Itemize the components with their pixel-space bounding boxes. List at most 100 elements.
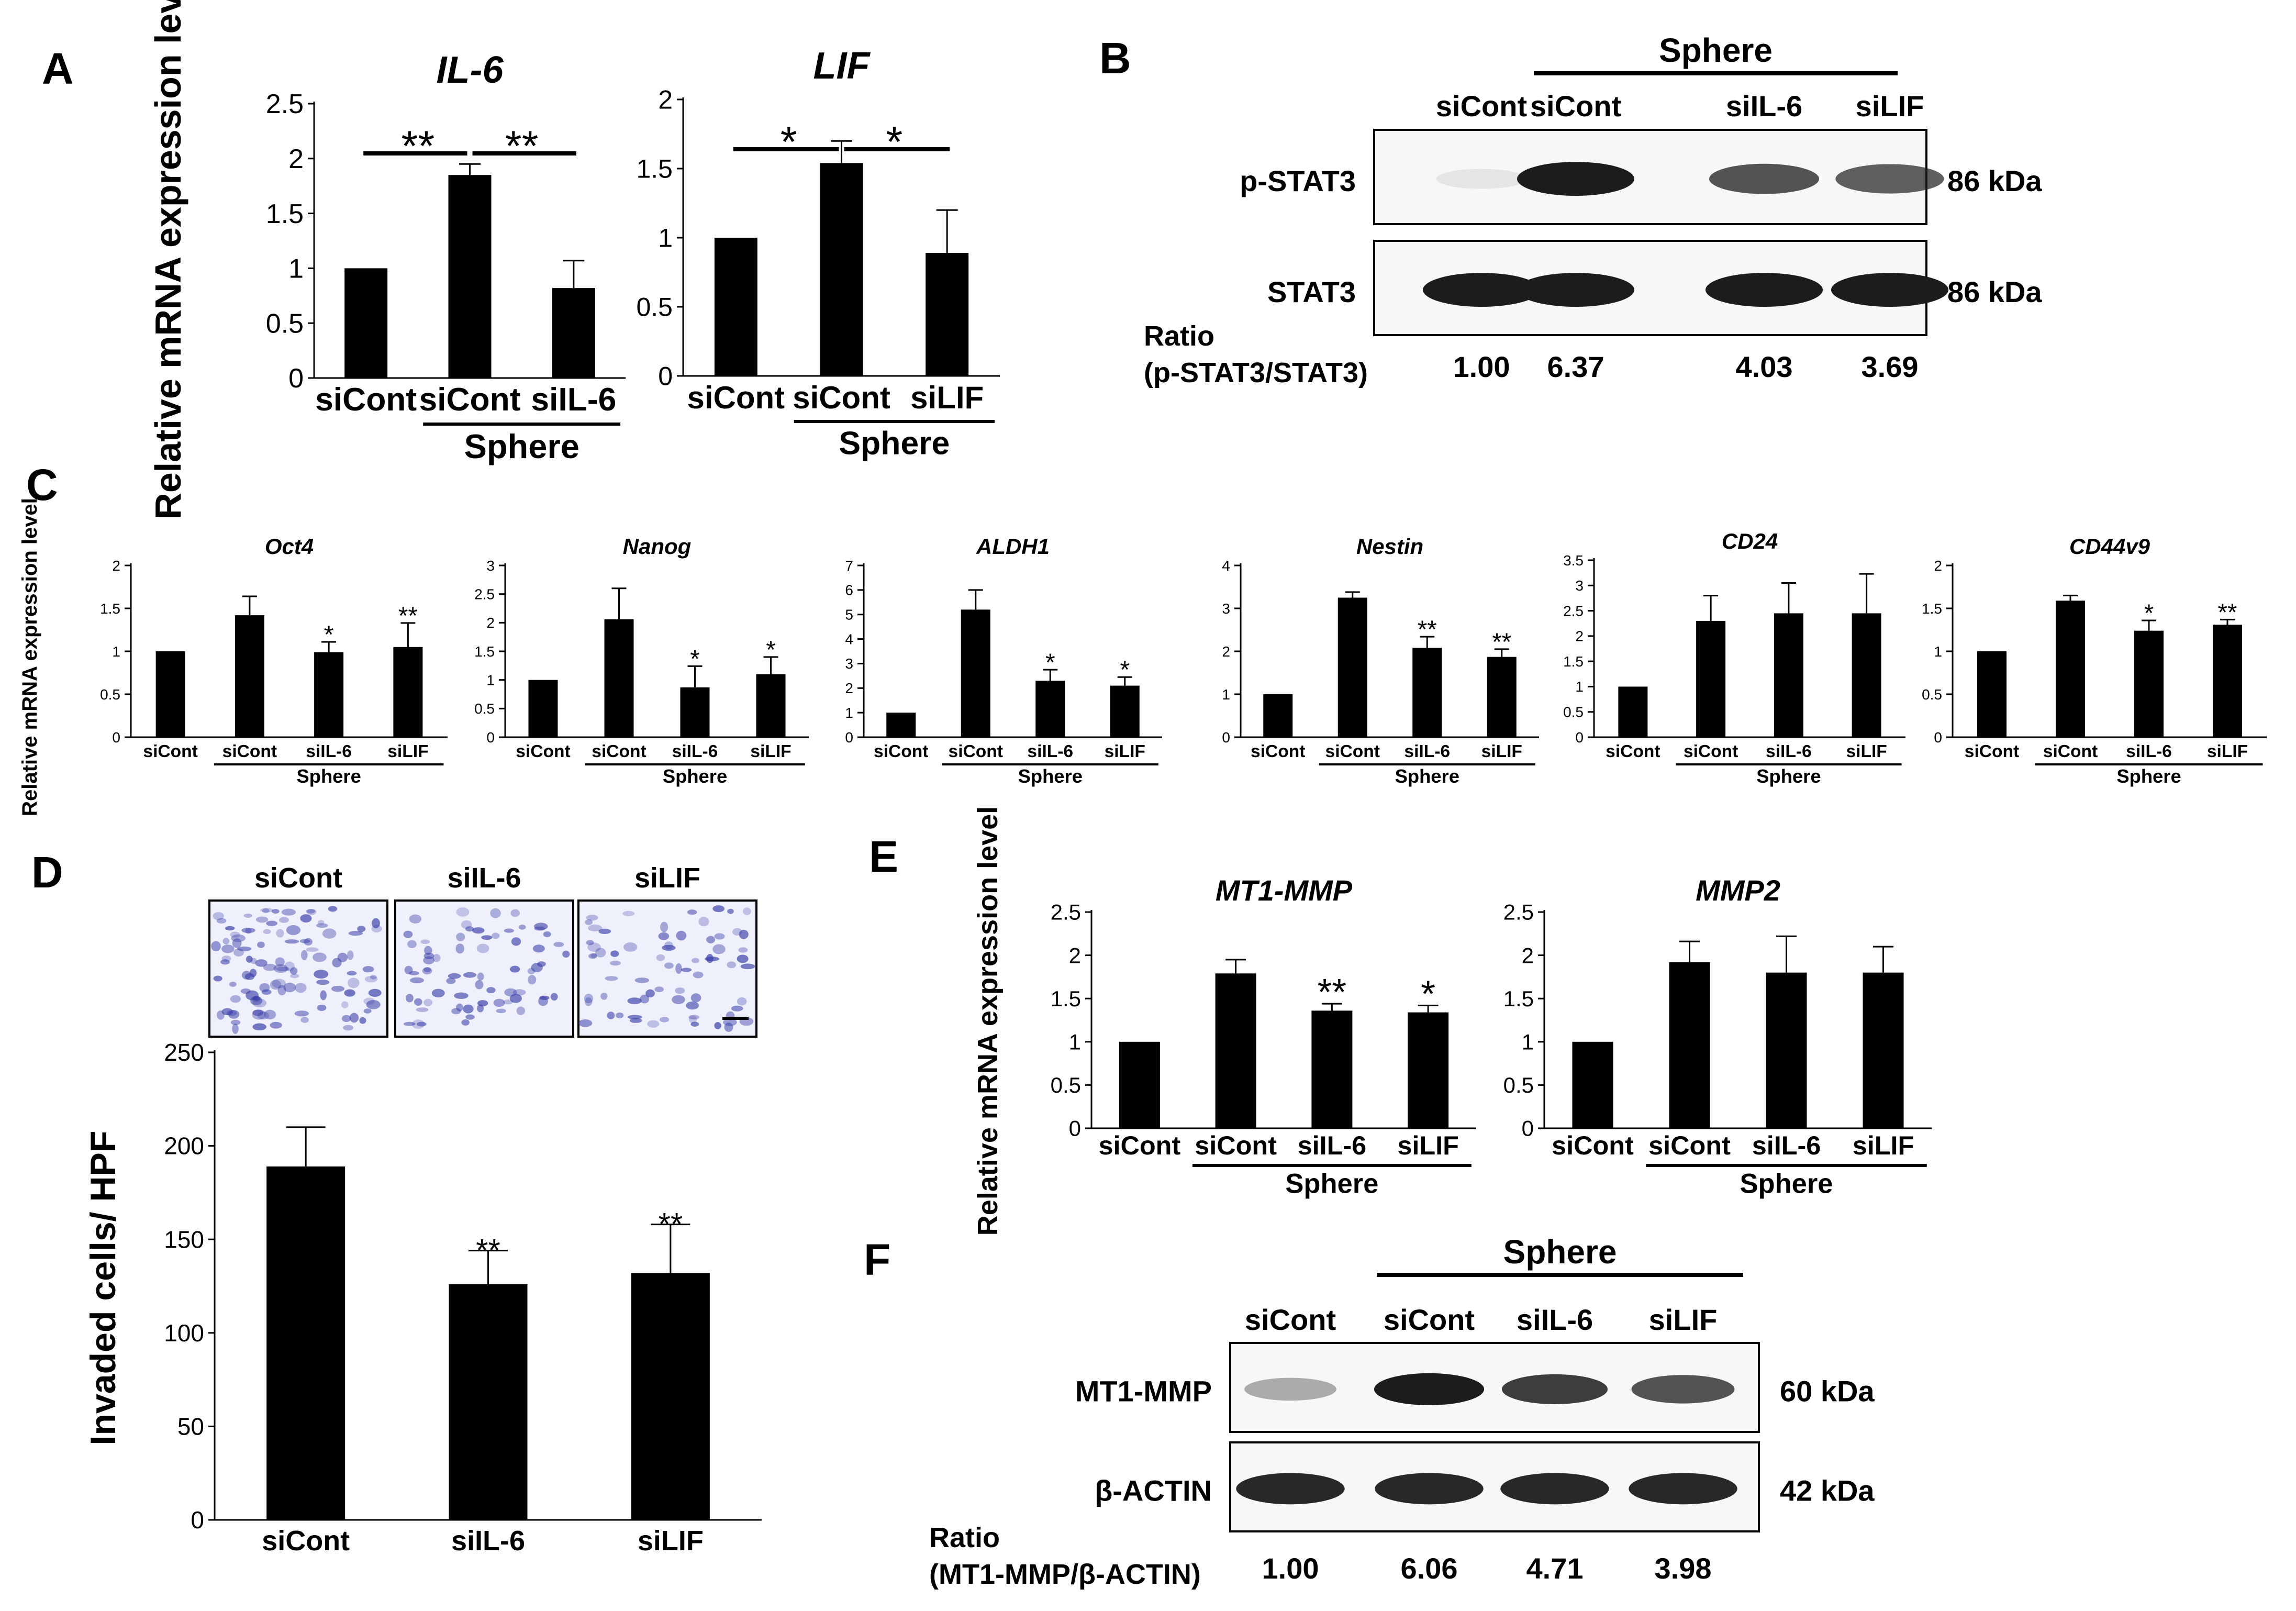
chart-c2: 0 0.5 1 1.5 2 2.5 3 Nanog siCont siCont * siIL-6 * si… [474, 534, 809, 787]
bar [1408, 1012, 1449, 1128]
chart-title: Oct4 [265, 534, 314, 559]
stained-cell [407, 940, 417, 948]
y-tick-label: 2 [845, 680, 853, 696]
lane-label: siIL-6 [1726, 90, 1802, 123]
blot-band [1631, 1375, 1735, 1404]
x-tick-label: siIL-6 [1766, 742, 1812, 761]
blot-band [1517, 162, 1634, 196]
stained-cell [304, 938, 313, 946]
x-tick-label: siLIF [638, 1525, 704, 1557]
stained-cell [724, 1022, 733, 1032]
charts-layer: 0 0.5 1 1.5 2 2.5 IL-6 Relative mRNA expression… [18, 0, 2267, 1557]
stained-cell [275, 957, 285, 966]
protein-label: STAT3 [1267, 275, 1356, 308]
sphere-group-label: Sphere [1756, 765, 1821, 787]
stained-cell [276, 966, 290, 972]
blot-strip [1373, 129, 1927, 225]
significance-label: ** [401, 123, 434, 170]
sphere-group-label: Sphere [464, 427, 579, 465]
y-tick-label: 2 [112, 558, 120, 574]
bar [344, 268, 388, 378]
chart-a2: 0 0.5 1 1.5 2 LIF siCont siCont siLIF Sphere * * [636, 45, 1000, 462]
bar [1669, 962, 1710, 1128]
stained-cell [607, 1012, 615, 1019]
stained-cell [317, 1004, 327, 1011]
bar [714, 238, 757, 376]
chart-title: CD24 [1722, 529, 1778, 553]
western-blot-b: Sphere siCont siCont siIL-6 siLIF p-STAT3 86 k… [1144, 31, 2042, 388]
stained-cell [509, 994, 522, 1003]
lane-label: siLIF [1649, 1303, 1718, 1336]
sphere-label: Sphere [1659, 31, 1773, 69]
ratio-label: Ratio [1144, 320, 1214, 352]
stained-cell [456, 907, 470, 917]
stained-cell [477, 1004, 484, 1013]
stained-cell [411, 1019, 425, 1029]
stained-cell [277, 985, 286, 996]
stained-cell [409, 914, 422, 924]
blot-band [1375, 1473, 1484, 1505]
bar [1572, 1041, 1613, 1128]
stained-cell [403, 1021, 416, 1026]
stained-cell [363, 1008, 372, 1014]
x-tick-label: siCont [143, 742, 197, 761]
stained-cell [213, 975, 222, 982]
blot-band [1500, 1473, 1609, 1505]
stained-cell [693, 971, 704, 979]
stained-cell [295, 983, 307, 993]
stained-cell [270, 1021, 282, 1029]
stained-cell [230, 1019, 241, 1025]
significance-star: ** [1418, 616, 1437, 643]
chart-title: Nanog [623, 534, 692, 559]
stained-cell [503, 999, 513, 1005]
blot-band [1501, 1374, 1608, 1404]
stained-cell [455, 943, 464, 954]
stained-cell [516, 1006, 525, 1015]
stained-cell [284, 961, 295, 972]
stained-cell [492, 932, 500, 939]
stained-cell [237, 946, 252, 951]
bar [886, 713, 916, 737]
stained-cell [232, 1024, 239, 1034]
x-tick-label: siCont [1195, 1130, 1277, 1160]
stained-cell [658, 932, 670, 940]
significance-star: * [1120, 656, 1130, 684]
stained-cell [605, 976, 618, 981]
stained-cell [432, 954, 441, 962]
bar [604, 619, 634, 737]
bar [1412, 648, 1442, 737]
stained-cell [675, 987, 685, 994]
bar [1110, 685, 1140, 737]
stained-cell [422, 967, 432, 975]
y-tick-label: 2.5 [1563, 603, 1584, 619]
stained-cell [294, 1010, 309, 1017]
bar [528, 680, 558, 737]
stained-cell [616, 1012, 624, 1018]
chart-title: CD44v9 [2069, 534, 2150, 559]
blot-band [1236, 1473, 1345, 1505]
y-tick-label: 50 [177, 1413, 204, 1440]
stained-cell [316, 979, 330, 985]
y-tick-label: 4 [1222, 558, 1230, 574]
panel-label-a: A [42, 44, 74, 93]
stained-cell [586, 940, 594, 946]
stained-cell [588, 953, 597, 959]
stained-cell [610, 950, 619, 957]
stained-cell [690, 1021, 699, 1027]
stained-cell [496, 1008, 506, 1014]
y-tick-label: 0.5 [1922, 686, 1942, 703]
y-tick-label: 1 [288, 254, 304, 284]
stained-cell [364, 975, 378, 983]
stained-cell [687, 909, 697, 915]
blot-band [1436, 169, 1527, 189]
stained-cell [278, 917, 289, 923]
micrograph-frame [394, 899, 574, 1038]
sphere-group-label: Sphere [1018, 765, 1083, 787]
stained-cell [446, 977, 456, 984]
stained-cell [341, 1001, 349, 1008]
lane-label: siIL-6 [1517, 1303, 1593, 1336]
significance-star: * [324, 621, 334, 649]
stained-cell [347, 971, 357, 976]
x-tick-label: siCont [315, 382, 417, 418]
stained-cell [263, 1009, 276, 1020]
